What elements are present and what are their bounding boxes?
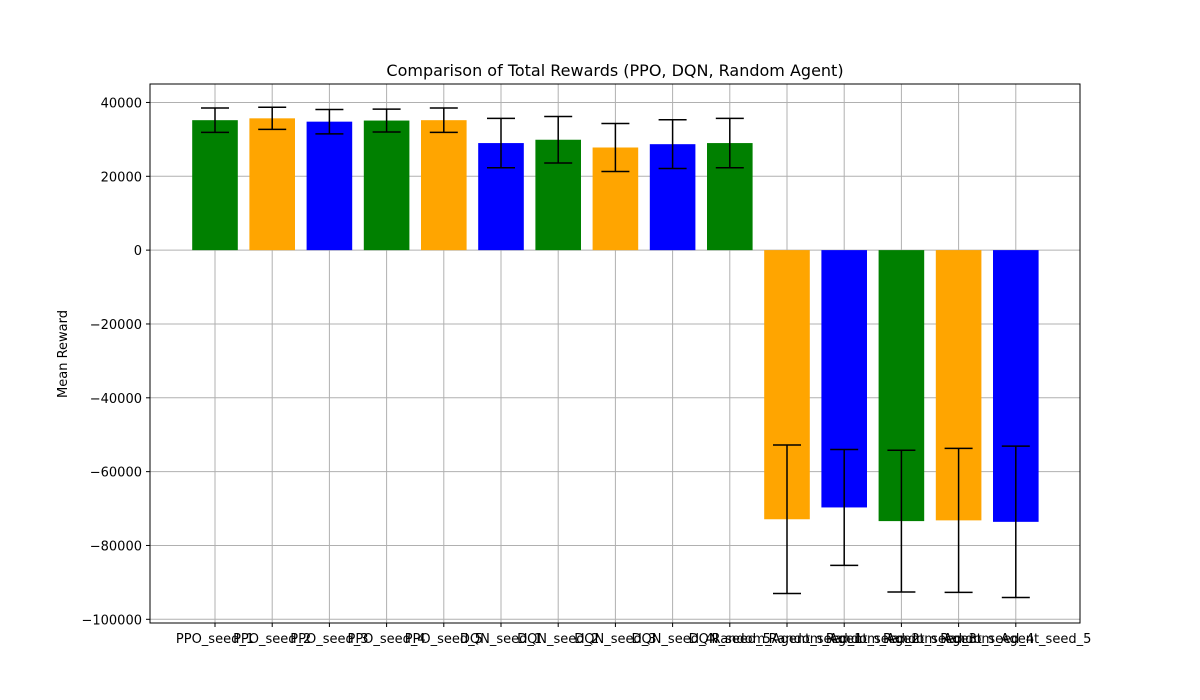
x-tick-label: Random_Agent_seed_4 [883,632,1034,647]
x-tick-label: Random_Agent_seed_3 [826,632,977,647]
chart-title: Comparison of Total Rewards (PPO, DQN, R… [386,61,843,80]
x-tick-label: Random_Agent_seed_1 [711,632,862,647]
bars [192,118,1039,522]
x-tick-label: DQN_seed_2 [517,632,599,647]
x-tick-label: Random_Agent_seed_2 [769,632,920,647]
bar [363,120,410,251]
y-axis-ticks: 40000 20000 0 −20000 −40000 −60000 −80000 −1000… [81,96,150,628]
y-tick-label: −100000 [81,613,142,628]
y-tick-label: 20000 [101,170,142,185]
x-tick-label: PPO_seed_1 [176,632,254,647]
x-tick-label: DQN_seed_3 [574,632,656,647]
x-tick-label: DQN_seed_4 [631,632,713,647]
x-tick-label: DQN_seed_5 [689,632,771,647]
y-tick-label: 40000 [101,96,142,111]
x-tick-label: PPO_seed_4 [347,632,425,647]
bar [421,120,467,251]
y-tick-label: −80000 [90,539,142,554]
x-tick-label: PPO_seed_3 [290,632,368,647]
y-tick-label: −40000 [90,392,142,407]
x-axis-ticks: PPO_seed_1PPO_seed_2PPO_seed_3PPO_seed_4… [176,623,1091,647]
y-tick-label: −60000 [90,466,142,481]
bar [249,118,295,251]
x-tick-label: Random_Agent_seed_5 [940,632,1091,647]
x-tick-label: PPO_seed_5 [405,632,483,647]
bar [306,121,353,251]
bar [192,120,238,251]
x-tick-label: PPO_seed_2 [233,632,311,647]
x-tick-label: DQN_seed_1 [460,632,542,647]
y-tick-label: −20000 [90,318,142,333]
error-bars [201,106,1030,599]
y-axis-label: Mean Reward [56,310,71,398]
y-tick-label: 0 [134,244,142,259]
